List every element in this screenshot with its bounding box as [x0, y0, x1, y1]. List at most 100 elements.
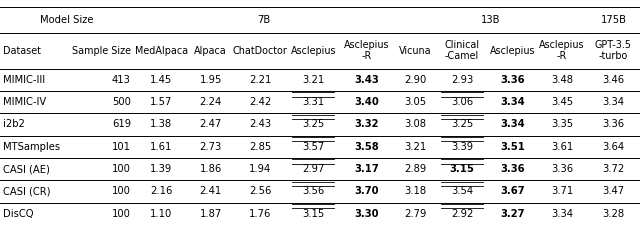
Text: CASI (AE): CASI (AE): [3, 164, 49, 174]
Text: 3.58: 3.58: [354, 142, 379, 152]
Text: 3.39: 3.39: [451, 142, 473, 152]
Text: 3.17: 3.17: [354, 164, 379, 174]
Text: 101: 101: [112, 142, 131, 152]
Text: 1.45: 1.45: [150, 75, 173, 85]
Text: 3.61: 3.61: [551, 142, 573, 152]
Text: 3.32: 3.32: [354, 119, 378, 129]
Text: 3.21: 3.21: [302, 75, 324, 85]
Text: 3.15: 3.15: [302, 209, 324, 219]
Text: 500: 500: [112, 97, 131, 107]
Text: 2.79: 2.79: [404, 209, 426, 219]
Text: 3.25: 3.25: [302, 119, 324, 129]
Text: MTSamples: MTSamples: [3, 142, 60, 152]
Text: 2.47: 2.47: [200, 119, 222, 129]
Text: 3.21: 3.21: [404, 142, 426, 152]
Text: 13B: 13B: [481, 15, 500, 25]
Text: 3.51: 3.51: [500, 142, 525, 152]
Text: 3.57: 3.57: [302, 142, 324, 152]
Text: 3.47: 3.47: [602, 187, 625, 196]
Text: 1.94: 1.94: [249, 164, 271, 174]
Text: 3.43: 3.43: [354, 75, 379, 85]
Text: DisCQ: DisCQ: [3, 209, 33, 219]
Text: 3.72: 3.72: [602, 164, 625, 174]
Text: 7B: 7B: [257, 15, 271, 25]
Text: Alpaca: Alpaca: [195, 46, 227, 56]
Text: 2.42: 2.42: [249, 97, 271, 107]
Text: 100: 100: [112, 209, 131, 219]
Text: 3.34: 3.34: [500, 97, 525, 107]
Text: 1.10: 1.10: [150, 209, 173, 219]
Text: Model Size: Model Size: [40, 15, 93, 25]
Text: 3.34: 3.34: [500, 119, 525, 129]
Text: 3.64: 3.64: [602, 142, 625, 152]
Text: 1.57: 1.57: [150, 97, 173, 107]
Text: 3.36: 3.36: [500, 75, 525, 85]
Text: 2.56: 2.56: [249, 187, 271, 196]
Text: 2.92: 2.92: [451, 209, 473, 219]
Text: Asclepius: Asclepius: [291, 46, 336, 56]
Text: 3.67: 3.67: [500, 187, 525, 196]
Text: 3.36: 3.36: [551, 164, 573, 174]
Text: 3.54: 3.54: [451, 187, 473, 196]
Text: 1.76: 1.76: [249, 209, 271, 219]
Text: 1.87: 1.87: [200, 209, 222, 219]
Text: 100: 100: [112, 164, 131, 174]
Text: Sample Size: Sample Size: [72, 46, 131, 56]
Text: 175B: 175B: [600, 15, 627, 25]
Text: 3.36: 3.36: [602, 119, 625, 129]
Text: 2.43: 2.43: [249, 119, 271, 129]
Text: 2.90: 2.90: [404, 75, 426, 85]
Text: 3.25: 3.25: [451, 119, 473, 129]
Text: MIMIC-IV: MIMIC-IV: [3, 97, 46, 107]
Text: 2.85: 2.85: [249, 142, 271, 152]
Text: 3.70: 3.70: [354, 187, 378, 196]
Text: 2.73: 2.73: [200, 142, 222, 152]
Text: 3.45: 3.45: [551, 97, 573, 107]
Text: 2.93: 2.93: [451, 75, 473, 85]
Text: CASI (CR): CASI (CR): [3, 187, 50, 196]
Text: 3.28: 3.28: [602, 209, 625, 219]
Text: 3.05: 3.05: [404, 97, 426, 107]
Text: 3.56: 3.56: [302, 187, 324, 196]
Text: i2b2: i2b2: [3, 119, 24, 129]
Text: 3.48: 3.48: [551, 75, 573, 85]
Text: 3.31: 3.31: [302, 97, 324, 107]
Text: Vicuna: Vicuna: [399, 46, 431, 56]
Text: 2.16: 2.16: [150, 187, 173, 196]
Text: 3.06: 3.06: [451, 97, 473, 107]
Text: 3.34: 3.34: [551, 209, 573, 219]
Text: GPT-3.5
-turbo: GPT-3.5 -turbo: [595, 40, 632, 61]
Text: 3.18: 3.18: [404, 187, 426, 196]
Text: 2.41: 2.41: [200, 187, 222, 196]
Text: Asclepius
-R: Asclepius -R: [540, 40, 585, 61]
Text: Asclepius: Asclepius: [490, 46, 535, 56]
Text: 3.34: 3.34: [602, 97, 625, 107]
Text: 3.46: 3.46: [602, 75, 625, 85]
Text: 1.95: 1.95: [200, 75, 222, 85]
Text: 3.35: 3.35: [551, 119, 573, 129]
Text: 1.86: 1.86: [200, 164, 222, 174]
Text: 413: 413: [112, 75, 131, 85]
Text: 100: 100: [112, 187, 131, 196]
Text: 3.08: 3.08: [404, 119, 426, 129]
Text: MedAlpaca: MedAlpaca: [135, 46, 188, 56]
Text: 2.24: 2.24: [200, 97, 222, 107]
Text: MIMIC-III: MIMIC-III: [3, 75, 45, 85]
Text: 2.97: 2.97: [302, 164, 324, 174]
Text: 1.39: 1.39: [150, 164, 173, 174]
Text: ChatDoctor: ChatDoctor: [233, 46, 287, 56]
Text: 3.30: 3.30: [354, 209, 378, 219]
Text: 3.40: 3.40: [354, 97, 379, 107]
Text: 2.21: 2.21: [249, 75, 271, 85]
Text: 1.61: 1.61: [150, 142, 173, 152]
Text: Dataset: Dataset: [3, 46, 40, 56]
Text: 3.71: 3.71: [551, 187, 573, 196]
Text: Clinical
-Camel: Clinical -Camel: [444, 40, 479, 61]
Text: 1.38: 1.38: [150, 119, 172, 129]
Text: 2.89: 2.89: [404, 164, 426, 174]
Text: 3.15: 3.15: [449, 164, 474, 174]
Text: 3.36: 3.36: [500, 164, 525, 174]
Text: Asclepius
-R: Asclepius -R: [344, 40, 389, 61]
Text: 619: 619: [112, 119, 131, 129]
Text: 3.27: 3.27: [500, 209, 525, 219]
